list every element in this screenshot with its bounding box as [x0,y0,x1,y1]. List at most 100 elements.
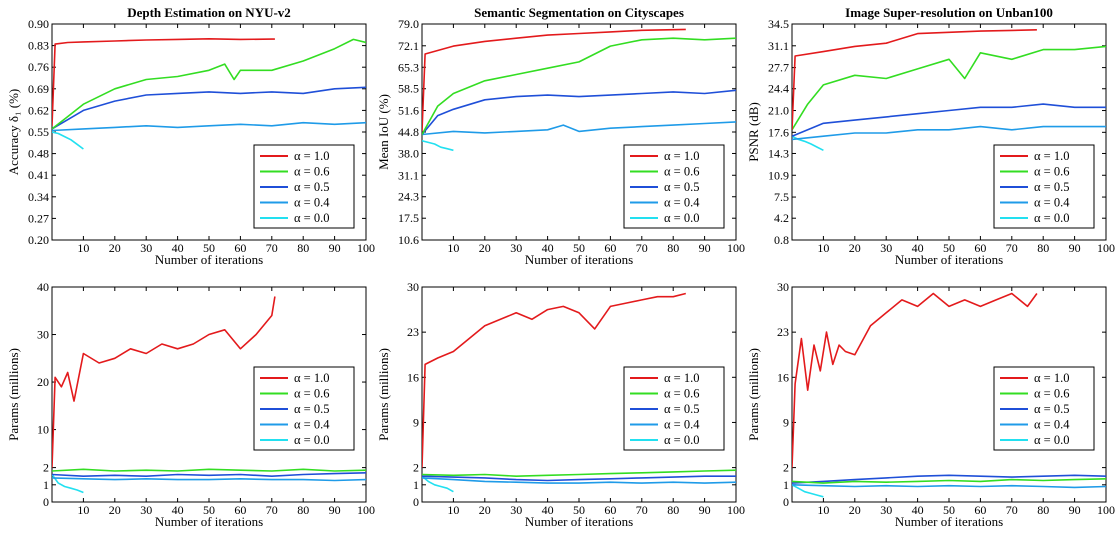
y-tick-label: 51.6 [398,104,419,118]
x-tick-label: 40 [542,241,554,255]
chart-panel-5: 0 1 2 9 16 23 30 10 20 30 40 50 60 70 80 90 100 Number of… [376,280,745,529]
x-axis-label: Number of iterations [155,514,263,529]
chart-title: Image Super-resolution on Unban100 [845,5,1053,20]
legend-entry: α = 1.0 [664,149,699,163]
x-tick-label: 40 [912,503,924,517]
x-tick-label: 20 [479,503,491,517]
y-axis-label: Mean IoU (%) [376,94,391,170]
x-tick-label: 90 [329,241,341,255]
legend-entry: α = 0.0 [1034,211,1069,225]
legend-box [993,144,1095,229]
legend-entry: α = 0.5 [664,180,699,194]
legend-entry: α = 1.0 [294,149,329,163]
x-tick-label: 100 [1097,503,1115,517]
series-line [792,484,824,498]
series-line [422,469,736,478]
y-tick-label: 79.0 [398,17,419,31]
series-line [792,125,1106,141]
series-line [52,38,366,130]
x-tick-label: 20 [849,503,861,517]
y-tick-label: 0.55 [28,125,49,139]
x-tick-label: 10 [817,503,829,517]
x-tick-label: 60 [974,241,986,255]
x-tick-label: 50 [573,503,585,517]
x-tick-label: 30 [140,503,152,517]
y-tick-label: 0.62 [28,103,49,117]
y-tick-label: 17.5 [398,211,419,225]
legend-entry: α = 0.0 [664,211,699,225]
y-tick-label: 44.8 [398,125,419,139]
y-tick-label: 17.6 [768,125,789,139]
chart-title: Depth Estimation on NYU-v2 [127,5,291,20]
y-tick-label: 23 [777,325,789,339]
y-tick-label: 30 [777,280,789,294]
y-tick-label: 40 [37,280,49,294]
x-tick-label: 60 [234,503,246,517]
series-line [52,86,366,130]
series-line [792,45,1106,131]
series-line [792,292,1038,468]
y-tick-label: 10.6 [398,233,419,247]
series-line [422,292,686,468]
y-tick-label: 10 [37,423,49,437]
x-tick-label: 20 [109,503,121,517]
x-tick-label: 60 [234,241,246,255]
x-tick-label: 70 [266,241,278,255]
x-tick-label: 10 [77,503,89,517]
x-tick-label: 90 [699,503,711,517]
legend-entry: α = 1.0 [1034,149,1069,163]
chart-panel-4: 0 1 2 10 20 30 40 10 20 30 40 50 60 70 80 90 100 Number o… [6,280,375,529]
legend-entry: α = 0.4 [664,196,700,210]
legend-entry: α = 1.0 [664,371,699,385]
y-tick-label: 21.0 [768,104,789,118]
y-tick-label: 2 [413,461,419,475]
y-tick-label: 9 [413,415,419,429]
x-tick-label: 40 [172,241,184,255]
x-axis-label: Number of iterations [155,252,263,267]
x-tick-label: 10 [77,241,89,255]
y-tick-label: 2 [43,461,49,475]
legend-entry: α = 0.5 [294,180,329,194]
y-tick-label: 0 [783,495,789,509]
y-tick-label: 0.8 [774,233,789,247]
y-tick-label: 23 [407,325,419,339]
x-tick-label: 10 [447,241,459,255]
series-line [52,468,366,472]
x-tick-label: 20 [109,241,121,255]
x-tick-label: 30 [140,241,152,255]
legend-entry: α = 0.4 [664,418,700,432]
x-tick-label: 50 [573,241,585,255]
series-line [52,472,366,478]
x-tick-label: 100 [357,241,375,255]
y-tick-label: 1 [43,478,49,492]
x-axis-label: Number of iterations [525,252,633,267]
legend-entry: α = 0.4 [1034,196,1070,210]
y-tick-label: 1 [413,478,419,492]
series-line [422,89,736,136]
legend-entry: α = 0.4 [294,418,330,432]
x-axis-label: Number of iterations [525,514,633,529]
series-line [792,103,1106,137]
x-tick-label: 70 [636,241,648,255]
y-tick-label: 0 [413,495,419,509]
y-axis-label: Params (millions) [376,348,391,441]
legend-entry: α = 0.6 [1034,387,1069,401]
x-tick-label: 100 [1097,241,1115,255]
series-line [52,37,275,126]
x-tick-label: 80 [297,241,309,255]
y-tick-label: 58.5 [398,82,419,96]
legend-entry: α = 0.0 [1034,433,1069,447]
legend-entry: α = 0.6 [664,165,699,179]
y-tick-label: 31.1 [768,39,789,53]
y-tick-label: 0.48 [28,147,49,161]
chart-panel-6: 0 1 2 9 16 23 30 10 20 30 40 50 60 70 80 90 100 Number of… [746,280,1115,529]
chart-panel-1: Depth Estimation on NYU-v2 0.20 0.27 0.34 0.… [6,5,375,267]
x-tick-label: 80 [667,503,679,517]
legend-entry: α = 0.6 [294,165,329,179]
series-line [792,29,1037,130]
y-tick-label: 20 [37,375,49,389]
x-tick-label: 50 [203,241,215,255]
legend-entry: α = 0.5 [1034,402,1069,416]
